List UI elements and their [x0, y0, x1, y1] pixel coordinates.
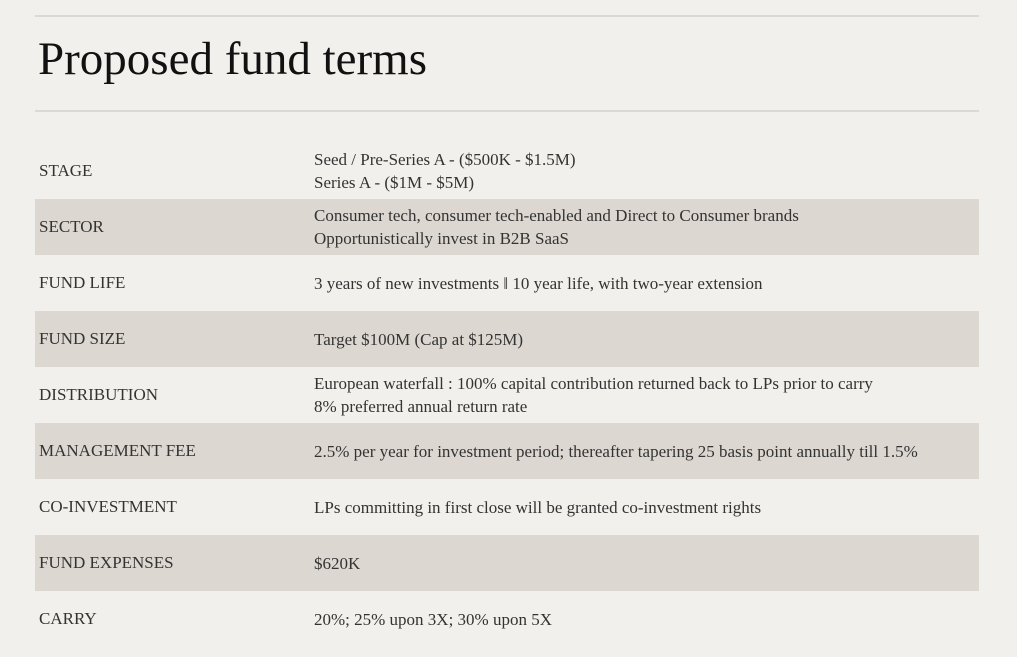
row-label: CARRY [39, 609, 97, 628]
row-value: Target $100M (Cap at $125M) [314, 328, 523, 351]
table-row: FUND EXPENSES $620K [35, 535, 979, 591]
value-line: 20%; 25% upon 3X; 30% upon 5X [314, 609, 552, 629]
value-line: Consumer tech, consumer tech-enabled and… [314, 206, 799, 225]
row-label: FUND EXPENSES [39, 553, 174, 572]
value-line: 2.5% per year for investment period; the… [314, 441, 918, 461]
row-label: DISTRIBUTION [39, 385, 158, 404]
table-row: MANAGEMENT FEE 2.5% per year for investme… [35, 423, 979, 479]
row-value: LPs committing in first close will be gr… [314, 496, 761, 519]
value-line: LPs committing in first close will be gr… [314, 497, 762, 517]
value-line: Target $100M (Cap at $125M) [314, 329, 524, 349]
top-rule [35, 15, 979, 17]
row-label: FUND LIFE [39, 273, 126, 292]
row-value: European waterfall : 100% capital contri… [314, 372, 873, 418]
value-line: European waterfall : 100% capital contri… [314, 374, 873, 393]
row-label: STAGE [39, 161, 93, 180]
value-line: $620K [314, 553, 361, 573]
value-line: Seed / Pre-Series A - ($500K - $1.5M) [314, 150, 576, 169]
row-value: $620K [314, 552, 360, 575]
row-label: SECTOR [39, 217, 104, 236]
terms-table: STAGE Seed / Pre-Series A - ($500K - $1.5… [35, 143, 979, 647]
title-rule [35, 110, 979, 112]
table-row: FUND SIZE Target $100M (Cap at $125M) [35, 311, 979, 367]
row-label: FUND SIZE [39, 329, 126, 348]
value-line: Series A - ($1M - $5M) [314, 173, 475, 192]
row-value: Consumer tech, consumer tech-enabled and… [314, 204, 799, 250]
title: Proposed fund terms [38, 33, 428, 85]
row-label: CO-INVESTMENT [39, 497, 177, 516]
table-row: CO-INVESTMENT LPs committing in first clo… [35, 479, 979, 535]
table-row: FUND LIFE 3 years of new investments ǁ 10… [35, 255, 979, 311]
table-row: SECTOR Consumer tech, consumer tech-enabl… [35, 199, 979, 255]
table-row: DISTRIBUTION European waterfall : 100% ca… [35, 367, 979, 423]
row-value: 2.5% per year for investment period; the… [314, 440, 918, 463]
row-value: Seed / Pre-Series A - ($500K - $1.5M) Ser… [314, 148, 576, 194]
value-line: 3 years of new investments ǁ 10 year lif… [314, 273, 763, 293]
value-line: Opportunistically invest in B2B SaaS [314, 229, 569, 248]
table-row: STAGE Seed / Pre-Series A - ($500K - $1.5… [35, 143, 979, 199]
row-label: MANAGEMENT FEE [39, 441, 196, 460]
row-value: 3 years of new investments ǁ 10 year lif… [314, 272, 763, 295]
value-line: 8% preferred annual return rate [314, 397, 528, 416]
row-value: 20%; 25% upon 3X; 30% upon 5X [314, 608, 552, 631]
table-row: CARRY 20%; 25% upon 3X; 30% upon 5X [35, 591, 979, 647]
